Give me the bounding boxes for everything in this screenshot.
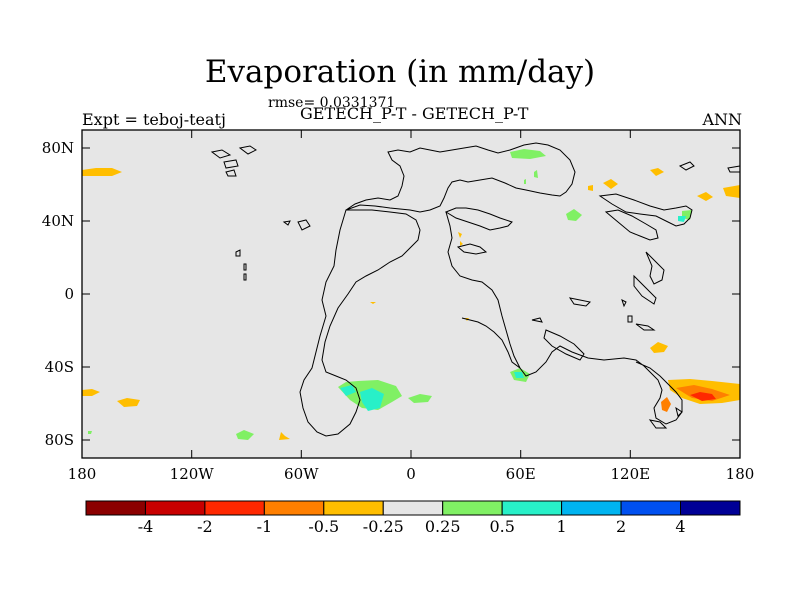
- anomaly-patch: [236, 430, 254, 440]
- coastline: [678, 161, 695, 171]
- anomaly-patch: [588, 185, 593, 191]
- lat-label: 0: [64, 285, 74, 303]
- anomaly-patch: [408, 394, 432, 403]
- anomaly-patch: [340, 385, 356, 396]
- coastline: [210, 149, 232, 159]
- lat-label: 40S: [44, 358, 74, 376]
- coastline: [461, 317, 521, 369]
- coastline: [635, 323, 656, 331]
- anomaly-patch: [723, 185, 740, 198]
- anomaly-patch: [524, 179, 526, 184]
- coastline: [604, 209, 659, 241]
- coastline: [282, 220, 291, 226]
- colorbar-swatch: [263, 500, 325, 516]
- lon-label: 120E: [610, 465, 651, 483]
- lon-label: 180: [725, 465, 755, 483]
- coastline: [568, 297, 592, 307]
- colorbar-tick-label: 2: [616, 517, 627, 536]
- anomaly-patch: [697, 192, 713, 201]
- colorbar-tick-label: -2: [197, 517, 213, 536]
- plot-title: Evaporation (in mm/day): [204, 54, 596, 90]
- colorbar-tick-label: -4: [137, 517, 154, 536]
- coastline: [238, 145, 257, 155]
- colorbar-tick-label: 0.25: [424, 517, 461, 536]
- colorbar-swatch: [442, 500, 503, 516]
- anomaly-patch: [650, 342, 668, 353]
- anomaly-patch: [566, 209, 582, 221]
- anomaly-patch: [458, 232, 462, 238]
- colorbar-swatch: [85, 500, 146, 516]
- season-label: ANN: [702, 110, 742, 129]
- coastline: [531, 317, 543, 323]
- anomaly-patch: [279, 432, 290, 440]
- coastline: [627, 315, 633, 323]
- anomaly-patch: [534, 170, 538, 178]
- map-background: [82, 130, 740, 458]
- coastline: [645, 251, 665, 285]
- anomaly-patch: [690, 392, 716, 401]
- rmse-label: rmse= 0.0331371: [268, 95, 396, 111]
- colorbar-tick-label: 1: [556, 517, 567, 536]
- anomaly-patch: [514, 372, 524, 378]
- anomaly-patch: [117, 398, 140, 407]
- lon-label: 60E: [505, 465, 536, 483]
- lon-label: 180: [67, 465, 97, 483]
- anomaly-patch: [460, 241, 463, 246]
- coastline: [225, 169, 237, 177]
- anomaly-patch: [82, 168, 122, 176]
- anomaly-patch: [678, 216, 686, 222]
- anomaly-patch: [510, 149, 546, 159]
- colorbar: [85, 500, 741, 516]
- coastline: [445, 211, 683, 425]
- coastline: [235, 249, 241, 257]
- plot-subtitle: GETECH_P-T - GETECH_P-T: [300, 104, 529, 123]
- anomaly-patch: [650, 168, 664, 176]
- lon-label: 0: [406, 465, 416, 483]
- anomaly-patches: [82, 149, 740, 440]
- lon-label: 60W: [284, 465, 319, 483]
- lat-label: 40N: [41, 212, 74, 230]
- anomaly-patch: [360, 388, 384, 411]
- coastline: [297, 219, 311, 231]
- colorbar-swatch: [501, 500, 563, 516]
- lat-label: 80N: [41, 139, 74, 157]
- colorbar-tick-label: -1: [256, 517, 273, 536]
- coastline: [621, 299, 627, 308]
- colorbar-swatch: [680, 500, 741, 516]
- anomaly-patch: [82, 389, 100, 396]
- experiment-label: Expt = teboj-teatj: [82, 110, 226, 129]
- anomaly-patch: [603, 179, 618, 189]
- axis-ticks: [82, 130, 740, 458]
- colorbar-swatch: [204, 500, 265, 516]
- colorbar-swatch: [323, 500, 384, 516]
- anomaly-patch: [370, 302, 376, 304]
- colorbar-swatch: [382, 500, 444, 516]
- coastline: [243, 273, 247, 281]
- coastlines: [210, 142, 741, 437]
- coastline: [675, 406, 683, 417]
- coastline: [543, 329, 585, 361]
- coastline: [648, 419, 668, 429]
- colorbar-swatch: [144, 500, 206, 516]
- coastline: [243, 263, 247, 271]
- coastline: [456, 243, 488, 255]
- anomaly-patch: [661, 397, 671, 412]
- coastline: [223, 159, 239, 169]
- coastline: [633, 274, 657, 305]
- colorbar-tick-label: 0.5: [489, 517, 515, 536]
- colorbar-tick-label: -0.25: [362, 517, 404, 536]
- anomaly-patch: [88, 431, 92, 434]
- colorbar-tick-label: 4: [675, 517, 686, 536]
- coastline: [345, 142, 576, 213]
- lon-label: 120W: [169, 465, 214, 483]
- coastline: [444, 207, 513, 231]
- coastline: [299, 209, 421, 437]
- colorbar-swatch: [620, 500, 681, 516]
- coastline: [598, 193, 693, 227]
- colorbar-tick-label: -0.5: [308, 517, 340, 536]
- colorbar-swatch: [561, 500, 622, 516]
- lat-label: 80S: [44, 431, 74, 449]
